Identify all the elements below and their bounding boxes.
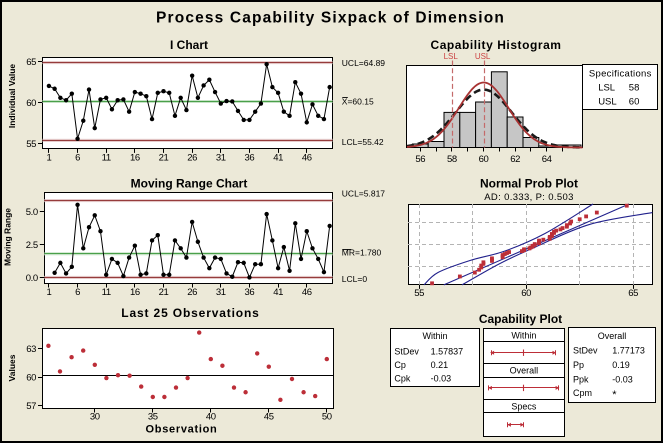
svg-text:55: 55 — [414, 288, 424, 299]
svg-text:45: 45 — [264, 411, 274, 422]
svg-text:LCL=55.42: LCL=55.42 — [342, 137, 384, 147]
svg-text:Last 25 Observations: Last 25 Observations — [121, 306, 259, 320]
svg-text:60: 60 — [26, 98, 36, 109]
svg-text:41: 41 — [273, 287, 283, 298]
svg-text:StDev: StDev — [394, 347, 419, 357]
svg-text:Observation: Observation — [146, 424, 218, 436]
svg-text:2.5: 2.5 — [26, 240, 38, 251]
svg-text:21: 21 — [159, 287, 169, 298]
svg-text:56: 56 — [415, 154, 425, 165]
svg-text:30: 30 — [90, 411, 100, 422]
svg-text:Capability Histogram: Capability Histogram — [430, 38, 561, 52]
svg-text:0.19: 0.19 — [612, 360, 630, 370]
svg-text:0.0: 0.0 — [26, 273, 38, 284]
svg-text:Ppk: Ppk — [573, 375, 589, 385]
svg-text:41: 41 — [273, 152, 283, 163]
svg-text:16: 16 — [130, 152, 140, 163]
svg-text:X=60.15: X=60.15 — [342, 97, 374, 107]
svg-text:60: 60 — [26, 373, 36, 384]
svg-text:1: 1 — [46, 152, 51, 163]
svg-text:60: 60 — [521, 288, 531, 299]
svg-text:1: 1 — [46, 287, 51, 298]
svg-text:55: 55 — [26, 139, 36, 150]
svg-text:60: 60 — [479, 154, 489, 165]
svg-text:58: 58 — [629, 83, 640, 94]
svg-text:MR=1.780: MR=1.780 — [342, 248, 382, 258]
svg-text:46: 46 — [302, 287, 312, 298]
svg-text:1.57837: 1.57837 — [431, 347, 464, 357]
svg-text:UCL=64.89: UCL=64.89 — [342, 58, 386, 68]
svg-text:65: 65 — [628, 288, 638, 299]
svg-text:StDev: StDev — [573, 346, 598, 356]
svg-text:40: 40 — [206, 411, 216, 422]
svg-text:Within: Within — [511, 331, 536, 341]
svg-text:USL: USL — [598, 96, 616, 107]
svg-text:46: 46 — [302, 152, 312, 163]
svg-text:21: 21 — [159, 152, 169, 163]
svg-text:Normal Prob Plot: Normal Prob Plot — [480, 177, 578, 191]
svg-text:AD: 0.333, P: 0.503: AD: 0.333, P: 0.503 — [484, 192, 574, 203]
svg-text:31: 31 — [216, 152, 226, 163]
svg-text:6: 6 — [75, 152, 80, 163]
svg-text:Cpk: Cpk — [394, 374, 411, 384]
svg-text:-0.03: -0.03 — [612, 375, 633, 385]
svg-text:11: 11 — [102, 152, 111, 163]
svg-text:LSL: LSL — [444, 52, 459, 61]
svg-text:26: 26 — [187, 287, 197, 298]
svg-text:LSL: LSL — [598, 83, 615, 94]
svg-text:Cp: Cp — [394, 360, 406, 370]
svg-text:58: 58 — [447, 154, 457, 165]
svg-text:26: 26 — [187, 152, 197, 163]
svg-text:1.77173: 1.77173 — [612, 346, 645, 356]
svg-text:I Chart: I Chart — [170, 38, 208, 52]
svg-text:64: 64 — [542, 154, 552, 165]
svg-text:Moving Range Chart: Moving Range Chart — [131, 177, 248, 191]
svg-text:0.21: 0.21 — [431, 360, 449, 370]
svg-text:5.0: 5.0 — [26, 207, 38, 218]
svg-text:*: * — [612, 389, 617, 401]
svg-text:65: 65 — [26, 57, 36, 68]
svg-text:16: 16 — [130, 287, 140, 298]
svg-text:62: 62 — [510, 154, 520, 165]
svg-text:57: 57 — [26, 401, 36, 412]
svg-text:36: 36 — [245, 287, 255, 298]
svg-text:Within: Within — [422, 331, 447, 341]
svg-text:USL: USL — [475, 52, 491, 61]
svg-text:Values: Values — [7, 354, 17, 381]
svg-text:LCL=0: LCL=0 — [342, 274, 368, 284]
svg-text:Specs: Specs — [511, 402, 537, 412]
svg-text:Moving Range: Moving Range — [3, 208, 13, 266]
svg-text:UCL=5.817: UCL=5.817 — [342, 189, 386, 199]
svg-text:11: 11 — [102, 287, 111, 298]
svg-text:35: 35 — [148, 411, 158, 422]
svg-text:-0.03: -0.03 — [431, 374, 452, 384]
svg-text:Overall: Overall — [598, 331, 627, 341]
svg-text:Process Capability Sixpack of: Process Capability Sixpack of Dimension — [156, 10, 505, 27]
svg-text:Capability Plot: Capability Plot — [479, 312, 562, 326]
svg-text:6: 6 — [75, 287, 80, 298]
svg-text:Overall: Overall — [510, 366, 539, 376]
svg-text:31: 31 — [216, 287, 226, 298]
svg-text:Pp: Pp — [573, 360, 584, 370]
svg-text:Cpm: Cpm — [573, 388, 592, 398]
svg-text:36: 36 — [245, 152, 255, 163]
svg-text:Specifications: Specifications — [589, 69, 652, 80]
svg-text:60: 60 — [629, 96, 640, 107]
svg-text:63: 63 — [26, 344, 36, 355]
svg-text:50: 50 — [322, 411, 332, 422]
svg-text:Individual Value: Individual Value — [7, 64, 17, 129]
